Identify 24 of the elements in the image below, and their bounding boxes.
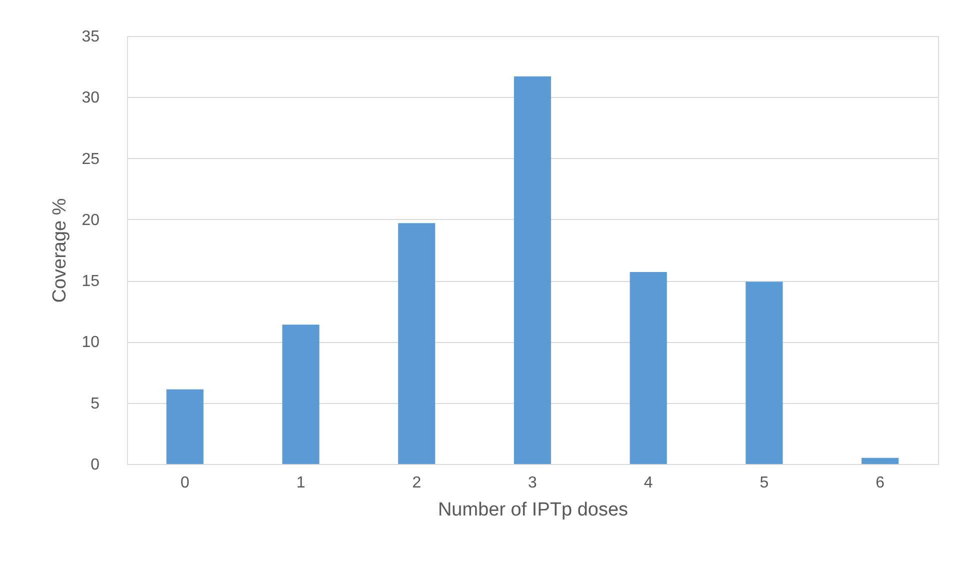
x-tick-label: 4: [644, 474, 653, 492]
bar: [862, 458, 899, 464]
bar: [282, 324, 320, 464]
x-tick-label: 2: [412, 474, 422, 492]
y-tick-label: 35: [82, 28, 100, 46]
x-tick-label: 0: [180, 474, 190, 492]
bar: [398, 223, 436, 464]
bar: [746, 282, 783, 464]
y-axis-title: Coverage %: [50, 198, 71, 303]
y-tick-label: 5: [90, 395, 100, 412]
y-tick-label: 10: [82, 334, 100, 352]
y-tick-label: 0: [90, 456, 100, 474]
bar: [166, 389, 204, 464]
x-tick-label: 1: [296, 474, 306, 492]
x-axis-title: Number of IPTp doses: [438, 500, 628, 520]
y-tick-label: 15: [82, 273, 100, 290]
bar: [514, 76, 552, 464]
x-tick-label: 3: [528, 474, 538, 492]
bar: [630, 272, 667, 464]
y-tick-label: 30: [82, 90, 100, 107]
x-tick-label: 5: [760, 474, 769, 492]
y-tick-label: 25: [82, 150, 100, 168]
y-tick-label: 20: [82, 212, 100, 229]
x-tick-label: 6: [876, 474, 885, 492]
